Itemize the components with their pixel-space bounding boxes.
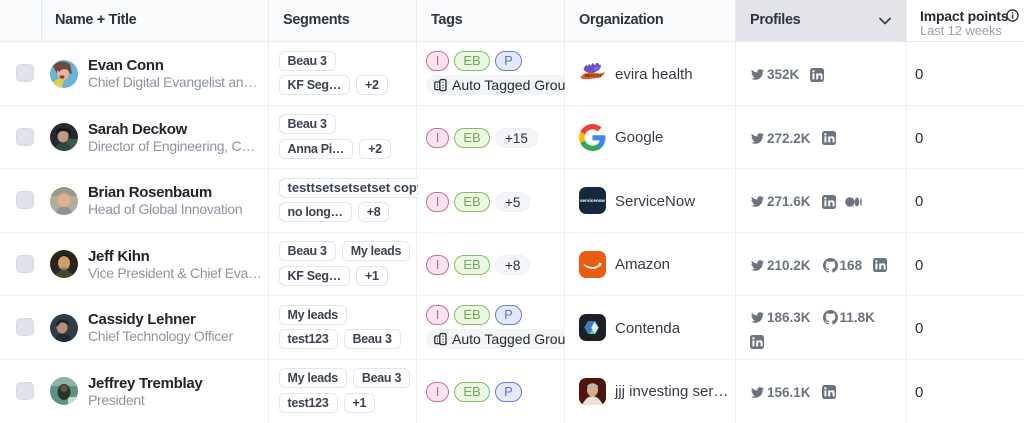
- svg-text:HEALTH: HEALTH: [585, 73, 602, 78]
- svg-text:servicenow: servicenow: [580, 198, 605, 203]
